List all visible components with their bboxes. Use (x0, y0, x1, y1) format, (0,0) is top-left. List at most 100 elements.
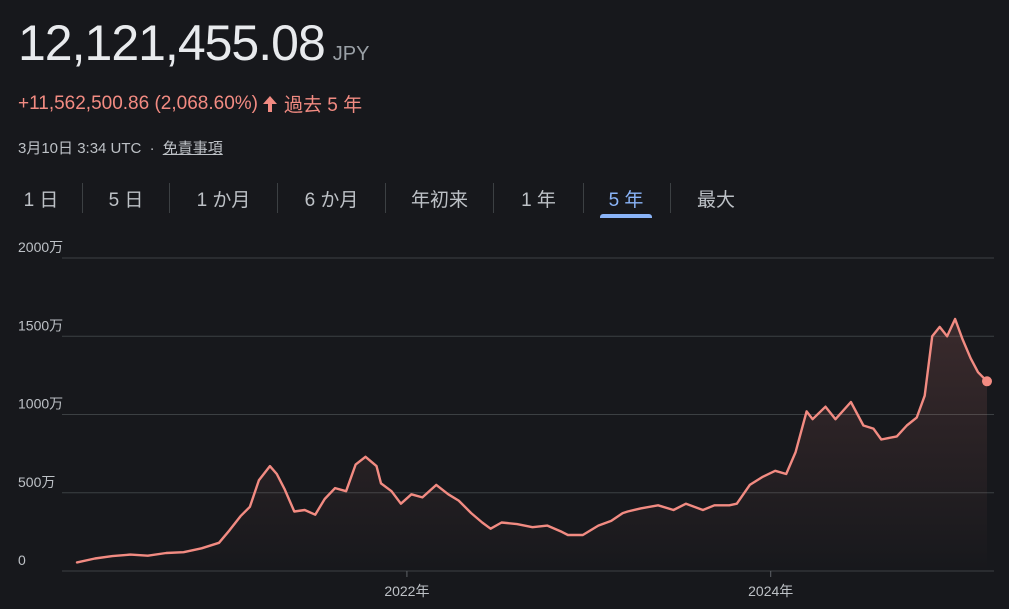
data-point (375, 465, 378, 468)
data-point (447, 493, 450, 496)
data-point (457, 499, 460, 502)
currency-code: JPY (332, 43, 370, 65)
data-point (489, 527, 492, 530)
data-point (258, 479, 261, 482)
tab-max[interactable]: 最大 (696, 189, 735, 211)
data-point (931, 335, 934, 338)
data-point (850, 401, 853, 404)
data-point (200, 547, 203, 550)
data-point (323, 498, 326, 501)
x-tick-label: 2022年 (384, 583, 429, 599)
data-point (702, 509, 705, 512)
series-area (77, 319, 987, 571)
tab-1m[interactable]: 1 か月 (196, 189, 251, 211)
tab-divider (277, 183, 278, 213)
data-point (239, 515, 242, 518)
data-point (938, 326, 941, 329)
data-point (713, 504, 716, 507)
tab-5y[interactable]: 5 年 (600, 178, 652, 218)
meta-separator: · (149, 140, 155, 157)
data-point (834, 418, 837, 421)
data-point (923, 394, 926, 397)
data-point (736, 502, 739, 505)
series-line (75, 317, 989, 564)
data-point (728, 504, 731, 507)
data-point (147, 554, 150, 557)
data-point (354, 463, 357, 466)
disclaimer-link[interactable]: 免責事項 (162, 140, 223, 157)
tab-divider (82, 183, 83, 213)
data-point (805, 410, 808, 413)
data-point (400, 502, 403, 505)
data-point (977, 371, 980, 374)
data-point (915, 416, 918, 419)
price-change: +11,562,500.86 (2,068.60%) (18, 92, 258, 114)
data-point (129, 553, 132, 556)
current-price: 12,121,455.08 (18, 15, 326, 71)
data-point (761, 476, 764, 479)
data-point (685, 502, 688, 505)
data-point (954, 318, 957, 321)
tab-6m[interactable]: 6 か月 (304, 189, 359, 211)
data-point (293, 510, 296, 513)
tab-divider (493, 183, 494, 213)
data-point (269, 465, 272, 468)
data-point (657, 504, 660, 507)
y-tick-label: 1500万 (18, 317, 63, 333)
data-point (862, 424, 865, 427)
change-row: +11,562,500.86 (2,068.60%) 過去 5 年 (18, 90, 362, 117)
data-point (249, 506, 252, 509)
tab-divider (670, 183, 671, 213)
tab-1y[interactable]: 1 年 (521, 189, 556, 211)
data-point (182, 551, 185, 554)
data-point (390, 490, 393, 493)
data-point (314, 513, 317, 516)
tab-5d[interactable]: 5 日 (108, 189, 144, 211)
tab-ytd[interactable]: 年初来 (410, 189, 468, 211)
data-point (380, 482, 383, 485)
data-point (345, 490, 348, 493)
data-point (749, 484, 752, 487)
data-point (610, 520, 613, 523)
data-point (906, 424, 909, 427)
y-tick-label: 1000万 (18, 396, 63, 412)
data-point (969, 357, 972, 360)
data-point (76, 561, 79, 564)
data-point (364, 456, 367, 459)
data-point (811, 418, 814, 421)
price-chart[interactable]: 0 500万 1000万 1500万 2000万 2022年 2024年 (0, 240, 1009, 609)
data-point (794, 451, 797, 454)
data-point (896, 435, 899, 438)
data-point (94, 557, 97, 560)
tab-divider (385, 183, 386, 213)
meta-row: 3月10日 3:34 UTC · 免責事項 (18, 137, 223, 158)
data-point (639, 507, 642, 510)
data-point (561, 531, 564, 534)
data-point (421, 496, 424, 499)
tab-divider (583, 183, 584, 213)
data-point (481, 521, 484, 524)
data-point (218, 542, 221, 545)
data-point (516, 523, 519, 526)
data-point (672, 509, 675, 512)
tab-divider (169, 183, 170, 213)
y-tick-label: 0 (18, 552, 26, 568)
data-point (626, 510, 629, 513)
data-point (228, 529, 231, 532)
data-point (597, 524, 600, 527)
data-point (872, 427, 875, 430)
y-tick-label: 2000万 (18, 240, 63, 255)
data-point (410, 493, 413, 496)
data-point (567, 534, 570, 537)
data-point (824, 405, 827, 408)
data-point (334, 487, 337, 490)
data-point (531, 526, 534, 529)
data-point (303, 509, 306, 512)
arrow-up-icon (262, 95, 278, 113)
data-point (276, 473, 279, 476)
data-point (880, 438, 883, 441)
y-tick-label: 500万 (18, 474, 55, 490)
data-point (284, 488, 287, 491)
timestamp: 3月10日 3:34 UTC (18, 140, 142, 157)
tab-1d[interactable]: 1 日 (23, 189, 59, 211)
